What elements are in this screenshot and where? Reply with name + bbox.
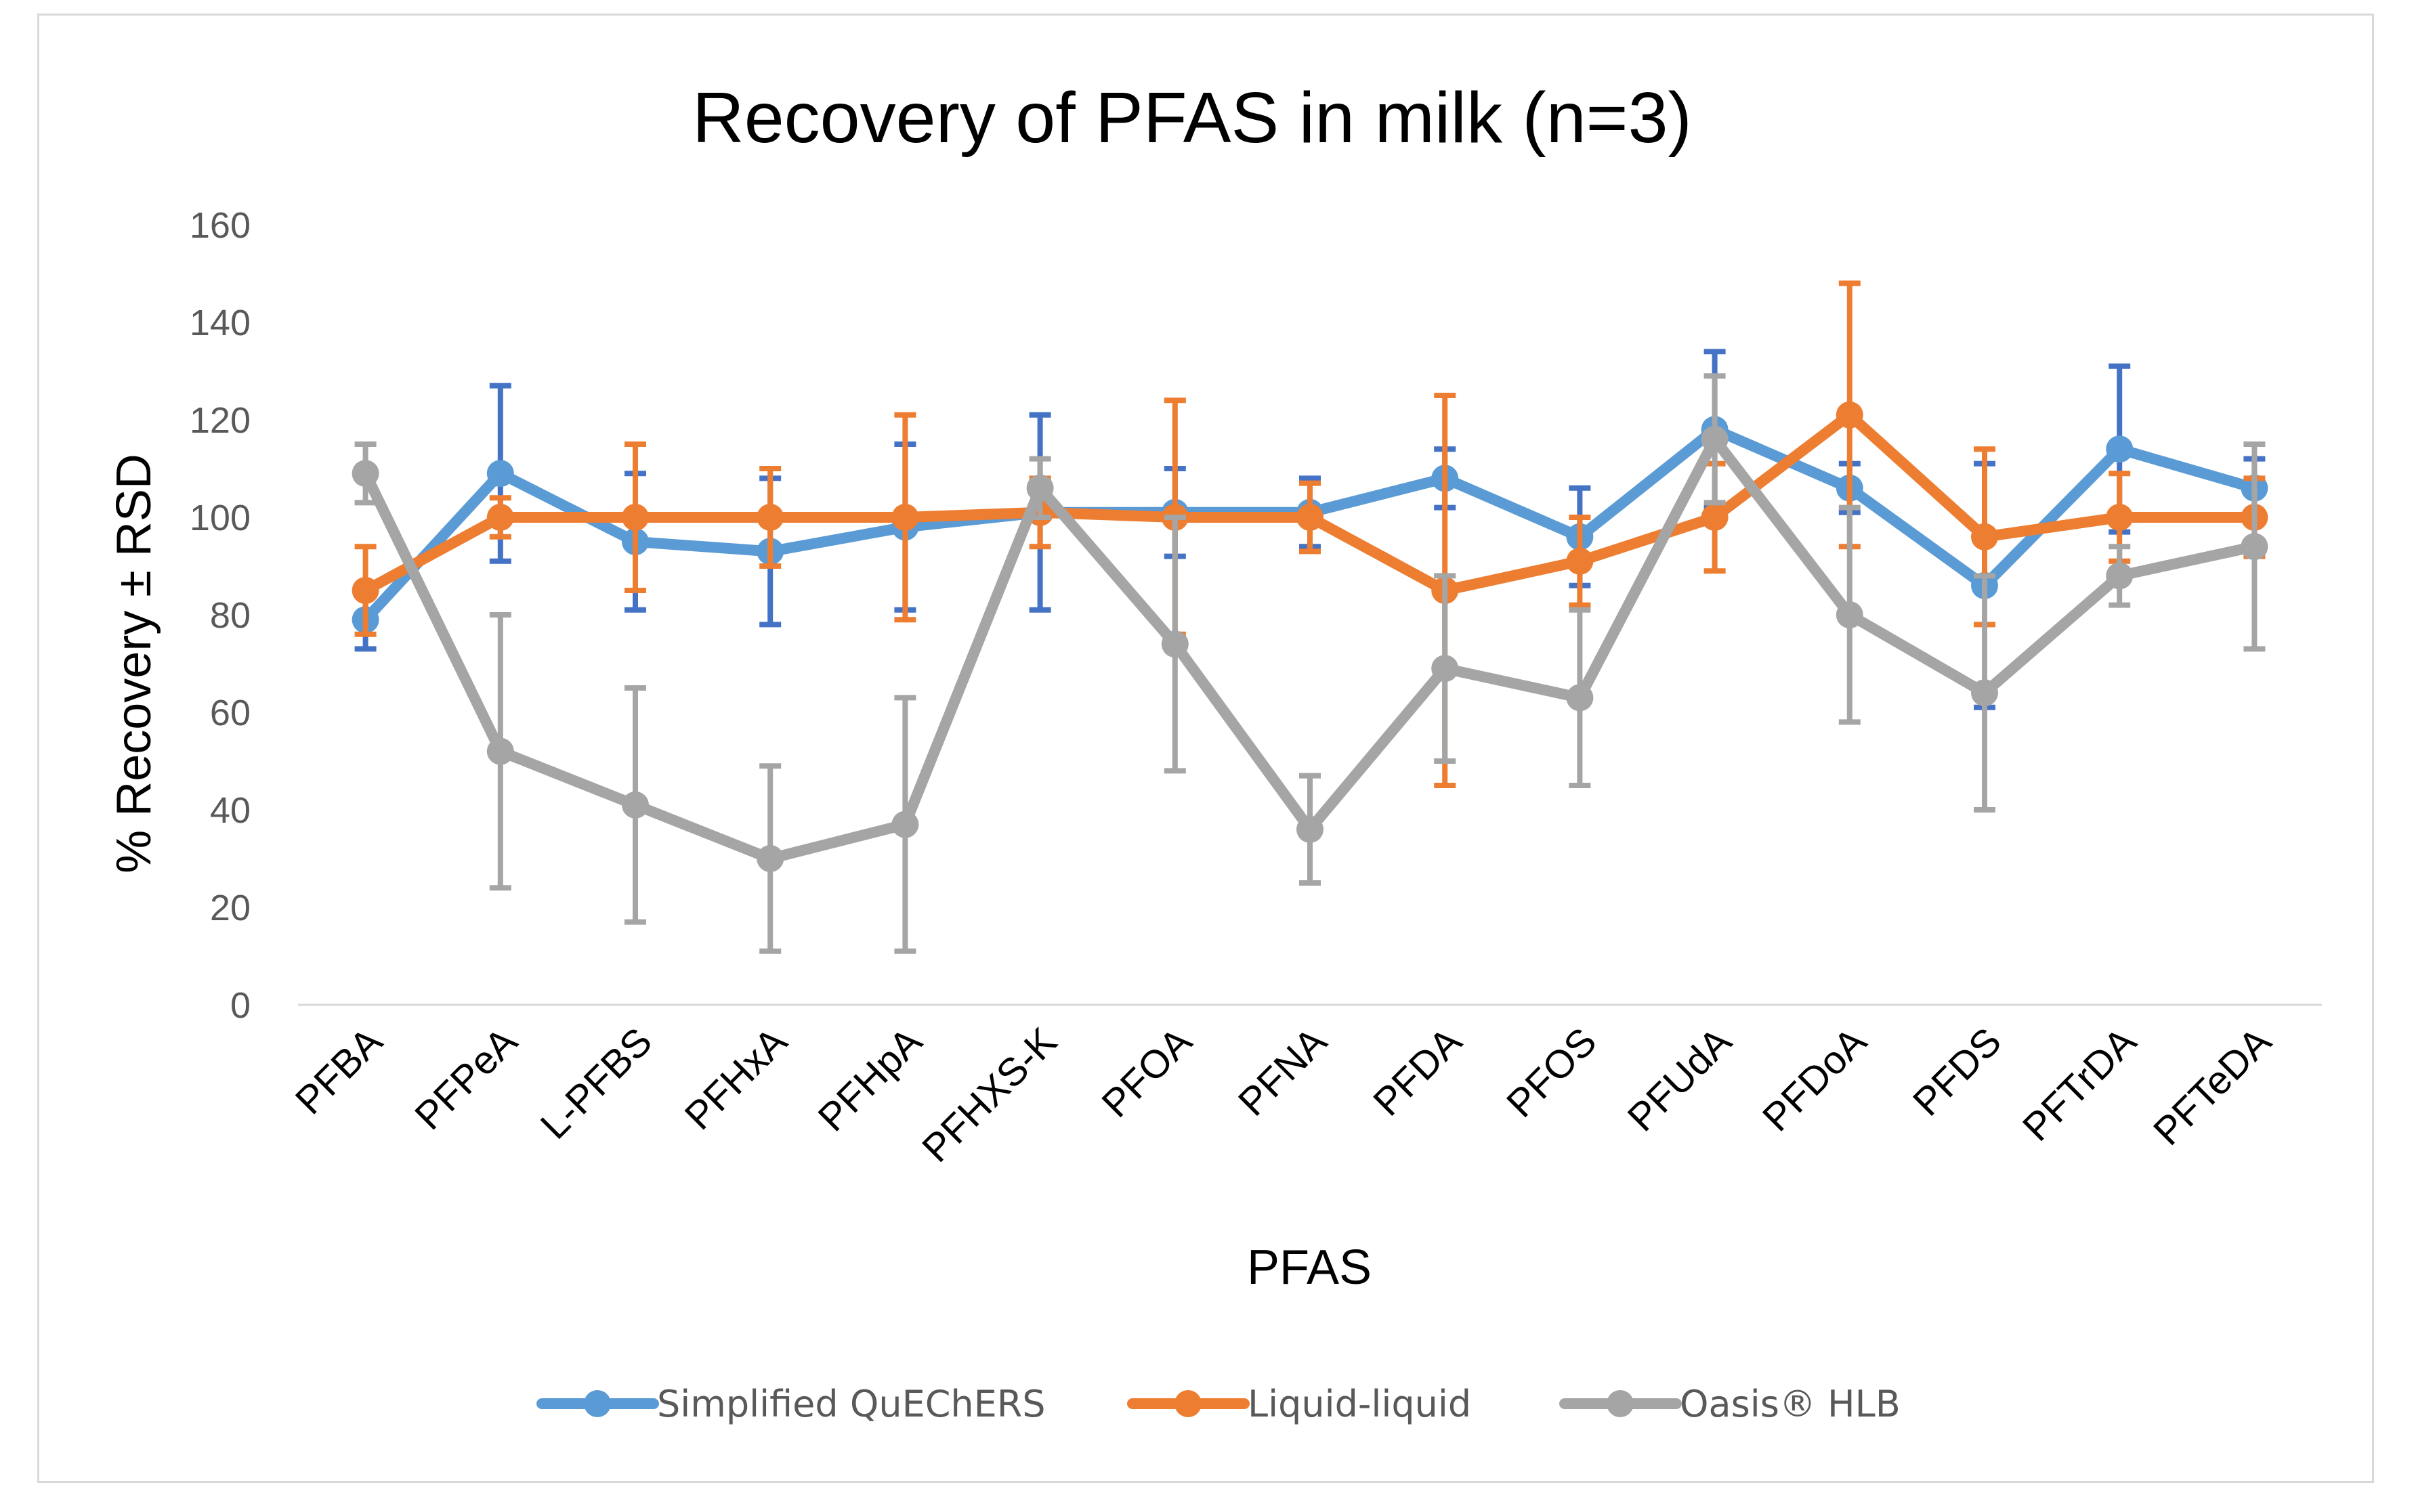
data-point	[1971, 679, 1998, 707]
y-tick-label: 140	[190, 303, 251, 343]
data-point	[622, 791, 649, 819]
data-point	[1701, 425, 1729, 453]
data-point	[352, 577, 379, 604]
y-tick-label: 160	[190, 205, 251, 246]
y-tick-label: 0	[230, 985, 251, 1026]
legend-marker	[1174, 1390, 1202, 1417]
x-tick-label: PFDS	[1905, 1019, 2010, 1124]
x-tick-label: PFDA	[1365, 1019, 1470, 1125]
legend: Simplified QuEChERS Liquid-liquid Oasis® H…	[536, 1383, 1901, 1425]
x-tick-label: L-PFBS	[532, 1019, 661, 1148]
x-tick-label: PFOS	[1498, 1019, 1605, 1126]
data-point	[486, 737, 514, 765]
x-tick-label: PFUdA	[1619, 1019, 1740, 1140]
x-tick-label: PFTrDA	[2014, 1019, 2145, 1150]
data-point	[891, 811, 919, 838]
x-tick-label: PFHxA	[677, 1019, 796, 1138]
y-tick-label: 40	[210, 790, 251, 831]
data-point	[1296, 815, 1324, 843]
data-point	[486, 460, 514, 488]
data-point	[757, 504, 784, 531]
y-tick-label: 80	[210, 595, 251, 636]
x-tick-label: PFDoA	[1754, 1019, 1875, 1140]
x-tick-label: PFPeA	[406, 1019, 526, 1138]
chart-title: Recovery of PFAS in milk (n=3)	[692, 78, 1692, 158]
y-tick-label: 120	[190, 400, 251, 441]
x-tick-label: PFNA	[1230, 1019, 1336, 1125]
y-axis: 0 20 40 60 80 100 120 140 160	[190, 205, 251, 1026]
legend-marker	[584, 1390, 611, 1417]
data-point	[1701, 504, 1729, 531]
data-point	[1836, 401, 1863, 429]
data-point	[2106, 504, 2134, 531]
data-point	[486, 504, 514, 531]
x-tick-label: PFHXS-K	[914, 1019, 1065, 1171]
legend-label: Simplified QuEChERS	[657, 1383, 1046, 1425]
data-point	[2106, 435, 2134, 463]
x-tick-label: PFHpA	[809, 1019, 930, 1140]
y-tick-label: 60	[210, 693, 251, 733]
data-point	[1431, 655, 1459, 683]
data-point	[1971, 523, 1998, 550]
x-axis-label: PFAS	[1247, 1240, 1372, 1295]
data-point	[1566, 547, 1594, 575]
plot-area	[352, 280, 2268, 954]
data-point	[1296, 504, 1324, 531]
y-tick-label: 100	[190, 498, 251, 538]
x-tick-label: PFOA	[1093, 1019, 1200, 1126]
data-point	[622, 504, 649, 531]
y-tick-label: 20	[210, 888, 251, 928]
data-point	[2241, 533, 2268, 561]
y-axis-label: % Recovery ± RSD	[107, 454, 161, 873]
series-2	[352, 373, 2268, 954]
x-tick-label: PFBA	[287, 1019, 391, 1123]
legend-label: Liquid-liquid	[1248, 1383, 1471, 1425]
data-point	[757, 845, 784, 872]
data-point	[1026, 474, 1054, 502]
x-tick-label: PFTeDA	[2145, 1019, 2280, 1154]
data-point	[352, 460, 379, 488]
data-point	[1836, 601, 1863, 628]
legend-label: Oasis® HLB	[1680, 1383, 1901, 1425]
legend-marker	[1607, 1390, 1634, 1417]
data-point	[2106, 562, 2134, 590]
data-point	[891, 504, 919, 531]
data-point	[1161, 630, 1189, 658]
data-point	[1566, 684, 1594, 712]
